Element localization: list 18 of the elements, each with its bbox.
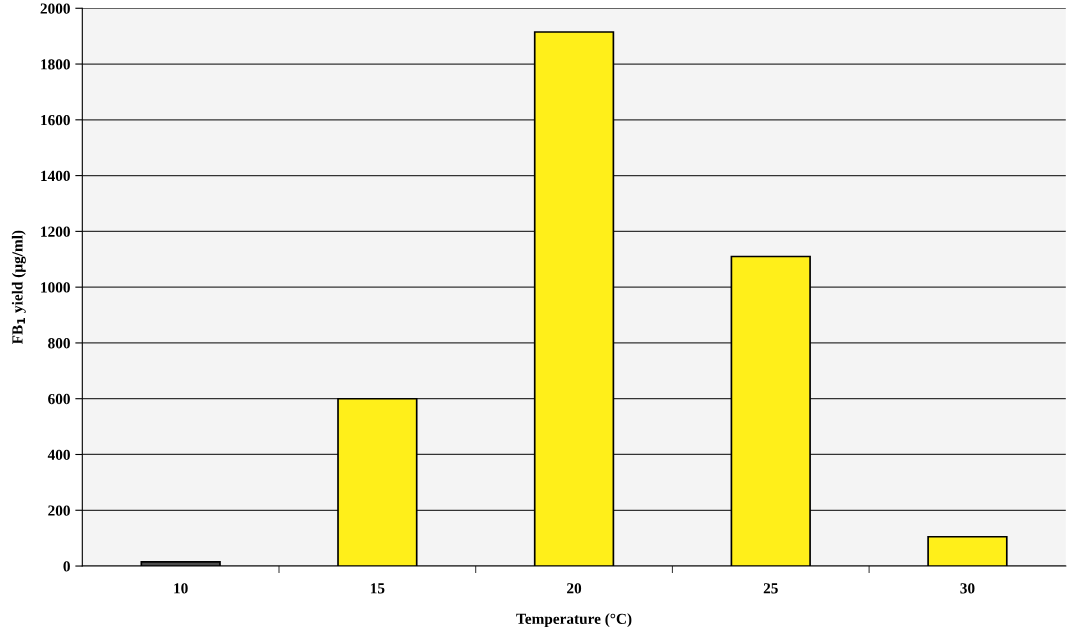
y-tick-label: 1000 [41,282,70,293]
y-tick-label: 800 [48,338,70,349]
y-tick-label: 1400 [41,170,70,182]
y-tick-label: 2000 [40,3,70,14]
y-tick-label: 0 [63,561,70,572]
y-tick-label: 1800 [41,59,70,70]
x-tick-label: 10 [174,583,188,594]
y-tick-label: 400 [47,449,70,460]
y-tick-label: 1600 [41,114,70,126]
x-tick-label: 15 [370,583,385,594]
x-tick-label: 25 [763,583,778,594]
y-tick-label: 1200 [41,226,70,237]
x-tick-label: 30 [960,583,975,594]
x-axis-title: Temperature (°C) [516,613,632,628]
x-tick-label: 20 [567,583,582,594]
y-axis-title: FB$_{1}$ yield (µg/ml) [11,230,26,345]
y-tick-label: 200 [48,505,70,516]
y-tick-label: 600 [48,393,70,405]
